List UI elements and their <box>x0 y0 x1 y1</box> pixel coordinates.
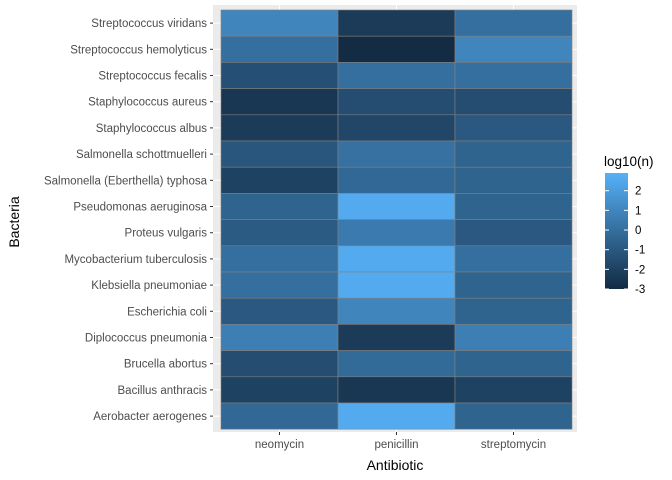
y-tick-label: Escherichia coli <box>127 306 207 318</box>
heatmap-tile <box>337 297 456 325</box>
legend-tick-label: -2 <box>635 264 645 276</box>
heatmap-tile <box>337 88 456 116</box>
y-tick-label: Pseudomonas aeruginosa <box>73 202 207 214</box>
heatmap-tile <box>220 297 339 325</box>
heatmap-tile <box>454 88 573 116</box>
heatmap-tile <box>454 297 573 325</box>
y-tick-label: Staphylococcus aureus <box>88 97 207 109</box>
heatmap-tile <box>337 376 456 404</box>
heatmap-tile <box>454 219 573 247</box>
y-tick-label: Diplococcus pneumonia <box>85 333 208 345</box>
heatmap-tile <box>337 245 456 273</box>
heatmap-tile <box>220 245 339 273</box>
heatmap-tile <box>454 193 573 220</box>
heatmap-tile <box>337 35 456 63</box>
heatmap-tile <box>220 350 339 378</box>
y-tick-label: Streptococcus hemolyticus <box>70 44 207 56</box>
plot-panel <box>213 5 577 432</box>
heatmap-tile <box>454 166 573 194</box>
heatmap-tile <box>454 324 573 351</box>
heatmap-tile <box>337 9 456 37</box>
heatmap-tile <box>337 166 456 194</box>
heatmap-tile <box>220 271 339 299</box>
heatmap-tile <box>454 114 573 142</box>
y-tick-label: Brucella abortus <box>124 359 207 371</box>
legend-tick-label: 2 <box>635 186 641 198</box>
heatmap-tile <box>337 62 456 89</box>
y-tick-label: Klebsiella pneumoniae <box>91 280 207 292</box>
heatmap-tile <box>220 193 339 220</box>
y-tick-label: Salmonella schottmuelleri <box>76 149 207 161</box>
heatmap-tile <box>454 62 573 89</box>
y-tick-label: Streptococcus fecalis <box>98 71 207 83</box>
x-axis-title: Antibiotic <box>367 457 424 473</box>
heatmap-tile <box>220 376 339 404</box>
y-tick-label: Streptococcus viridans <box>91 18 207 30</box>
y-tick-label: Proteus vulgaris <box>125 228 208 240</box>
heatmap-tile <box>337 271 456 299</box>
legend-colorbar <box>605 173 628 289</box>
heatmap-tile <box>337 219 456 247</box>
heatmap-tile <box>220 88 339 116</box>
heatmap-tile <box>220 324 339 351</box>
heatmap-tile <box>337 402 456 430</box>
heatmap-tile <box>337 114 456 142</box>
heatmap-tile <box>337 140 456 168</box>
heatmap-tile <box>454 350 573 378</box>
heatmap-tile <box>454 140 573 168</box>
heatmap-tile <box>454 9 573 37</box>
heatmap-tile <box>337 324 456 351</box>
heatmap-tile <box>220 35 339 63</box>
y-tick-label: Aerobacter aerogenes <box>93 411 207 423</box>
heatmap-tile <box>454 402 573 430</box>
x-tick-label: streptomycin <box>481 439 546 451</box>
legend-tick-label: 1 <box>635 205 641 217</box>
heatmap-tile <box>454 245 573 273</box>
y-tick-label: Staphylococcus albus <box>96 123 207 135</box>
heatmap-tile <box>220 62 339 89</box>
heatmap-tile <box>220 9 339 37</box>
legend-tick-label: -1 <box>635 245 645 257</box>
color-legend: log10(n) 2 1 0 -1 -2 -3 <box>604 154 654 296</box>
heatmap-tile <box>220 219 339 247</box>
heatmap-tile <box>337 350 456 378</box>
x-axis-tick-labels: neomycin penicillin streptomycin <box>255 432 546 451</box>
heatmap-tile <box>220 140 339 168</box>
legend-tick-label: -3 <box>635 284 645 296</box>
y-axis-title: Bacteria <box>6 196 22 248</box>
heatmap-tile <box>454 376 573 404</box>
y-tick-label: Bacillus anthracis <box>118 385 208 397</box>
legend-title: log10(n) <box>604 154 654 169</box>
legend-tick-label: 0 <box>635 225 641 237</box>
heatmap-tile <box>337 193 456 220</box>
x-tick-label: penicillin <box>374 439 418 451</box>
heatmap-tile <box>454 271 573 299</box>
x-tick-label: neomycin <box>255 439 304 451</box>
y-tick-label: Salmonella (Eberthella) typhosa <box>44 175 208 187</box>
y-axis-tick-labels: Streptococcus viridans Streptococcus hemo… <box>44 18 213 423</box>
heatmap-tile <box>220 402 339 430</box>
heatmap-tile <box>454 35 573 63</box>
heatmap-tile <box>220 166 339 194</box>
heatmap-tile <box>220 114 339 142</box>
y-tick-label: Mycobacterium tuberculosis <box>64 254 207 266</box>
